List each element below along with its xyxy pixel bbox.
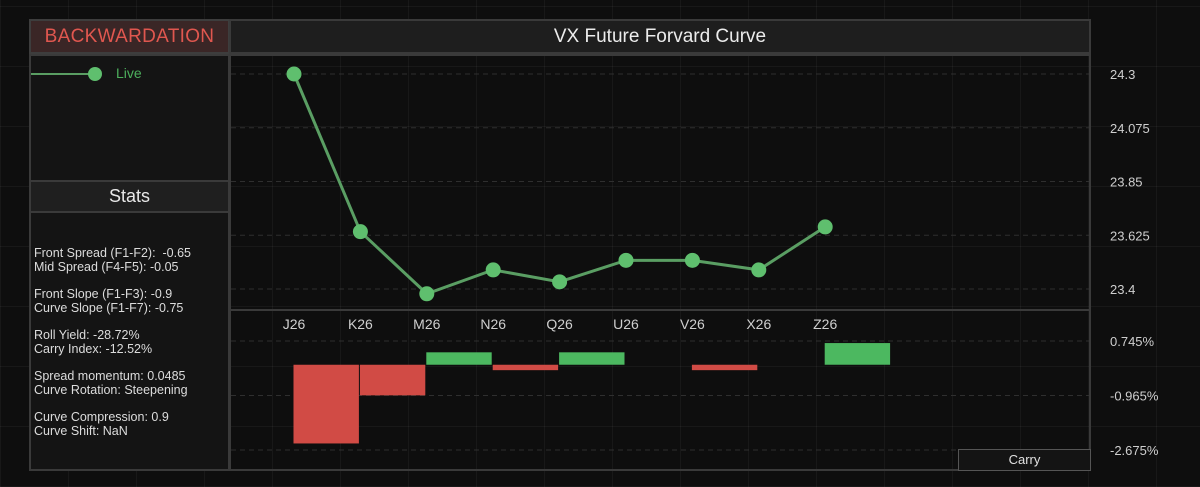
curve-point[interactable]: [817, 219, 833, 235]
line-ytick-label: 23.625: [1110, 228, 1150, 243]
line-ytick-label: 24.3: [1110, 67, 1135, 82]
stat-mid-spread: Mid Spread (F4-F5): -0.05: [34, 260, 179, 274]
stat-spread-momentum: Spread momentum: 0.0485: [34, 369, 186, 383]
bar-ytick-label: -2.675%: [1110, 443, 1159, 458]
line-ytick-label: 23.4: [1110, 282, 1135, 297]
x-tick-label: Z26: [813, 316, 837, 332]
carry-bar: [293, 364, 359, 444]
curve-point[interactable]: [485, 262, 501, 278]
stat-curve-shift: Curve Shift: NaN: [34, 424, 128, 438]
curve-point[interactable]: [419, 286, 435, 302]
x-tick-label: K26: [348, 316, 373, 332]
x-tick-label: M26: [413, 316, 440, 332]
x-tick-label: V26: [680, 316, 705, 332]
stat-roll-yield: Roll Yield: -28.72%: [34, 328, 140, 342]
stat-curve-rotation: Curve Rotation: Steepening: [34, 383, 188, 397]
x-tick-label: N26: [480, 316, 506, 332]
curve-point[interactable]: [684, 252, 700, 268]
chart-title-bar: VX Future Forvard Curve: [229, 19, 1091, 54]
curve-point[interactable]: [286, 66, 302, 82]
line-ytick-label: 23.85: [1110, 175, 1143, 190]
regime-label: BACKWARDATION: [44, 26, 215, 47]
stat-curve-compression: Curve Compression: 0.9: [34, 410, 169, 424]
x-tick-label: X26: [746, 316, 771, 332]
stat-curve-slope: Curve Slope (F1-F7): -0.75: [34, 301, 184, 315]
bar-ytick-label: 0.745%: [1110, 334, 1155, 349]
x-tick-label: Q26: [546, 316, 573, 332]
stats-title: Stats: [108, 186, 151, 206]
legend-label[interactable]: Live: [116, 65, 142, 81]
chart-title: VX Future Forvard Curve: [553, 26, 767, 47]
curve-point[interactable]: [618, 252, 634, 268]
regime-badge: BACKWARDATION: [29, 19, 230, 54]
carry-bar: [492, 364, 559, 371]
x-tick-label: U26: [613, 316, 639, 332]
line-ytick-label: 24.075: [1110, 121, 1150, 136]
bar-ytick-label: -0.965%: [1110, 389, 1159, 404]
stat-front-slope: Front Slope (F1-F3): -0.9: [34, 287, 173, 301]
carry-bar: [359, 364, 426, 396]
carry-legend[interactable]: Carry: [958, 449, 1091, 471]
curve-point[interactable]: [352, 224, 368, 240]
carry-bar: [691, 364, 758, 371]
curve-point[interactable]: [552, 274, 568, 290]
carry-bar: [426, 352, 492, 365]
live-curve-line: [292, 73, 827, 296]
x-tick-label: J26: [283, 316, 306, 332]
curve-point[interactable]: [751, 262, 767, 278]
carry-bar: [559, 352, 625, 365]
stats-header: Stats: [29, 180, 230, 213]
legend-marker: [88, 67, 102, 81]
carry-bar: [824, 343, 891, 365]
stat-front-spread: Front Spread (F1-F2): -0.65: [34, 246, 192, 260]
chart-frame: [229, 54, 1091, 471]
carry-label: Carry: [1008, 452, 1041, 467]
stat-carry-index: Carry Index: -12.52%: [34, 342, 153, 356]
